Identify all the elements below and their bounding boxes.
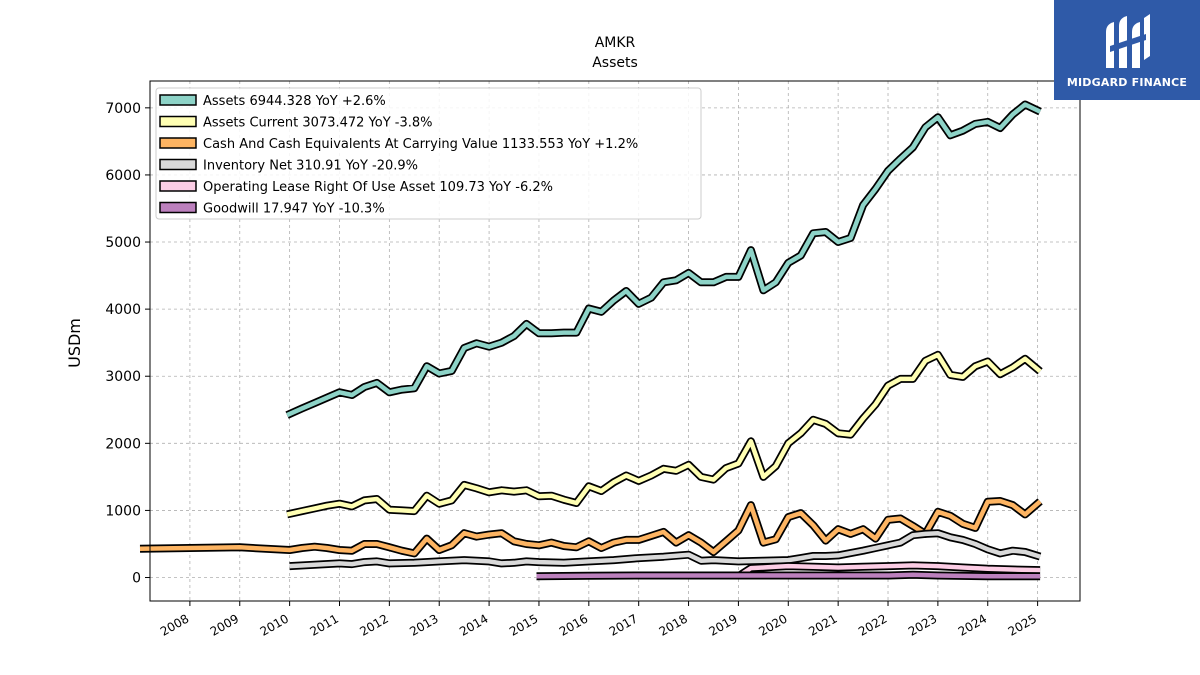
series-line [737, 563, 1041, 579]
legend-box [155, 87, 702, 220]
x-tick-label: 2008 [158, 611, 191, 638]
x-tick-label: 2020 [756, 611, 789, 638]
x-tick-label: 2011 [308, 611, 341, 638]
y-tick-label: 0 [132, 571, 141, 587]
x-tick-label: 2023 [906, 611, 939, 638]
y-tick-label: 1000 [105, 503, 141, 519]
legend: Assets 6944.328 YoY +2.6% Assets Current … [155, 87, 702, 220]
x-tick-label: 2012 [357, 611, 390, 638]
x-tick-label: 2025 [1006, 611, 1039, 638]
legend-swatch [159, 94, 197, 106]
y-tick-label: 2000 [105, 436, 141, 452]
x-tick-label: 2016 [557, 611, 590, 638]
legend-swatch [159, 158, 197, 171]
y-tick-label: 7000 [105, 101, 141, 117]
legend-entry: Assets Current 3073.472 YoY -3.8% [203, 116, 433, 131]
legend-entry: Inventory Net 310.91 YoY -20.9% [203, 159, 418, 174]
x-tick-label: 2024 [956, 611, 989, 638]
brand-mark-icon [1106, 13, 1150, 68]
x-tick-label: 2009 [208, 611, 241, 638]
brand-logo: MIDGARD FINANCE [1054, 0, 1200, 100]
x-tick-label: 2022 [856, 611, 889, 638]
legend-swatch [159, 115, 197, 128]
series-line [289, 530, 1041, 569]
x-tick-label: 2010 [258, 611, 291, 638]
x-tick-label: 2013 [407, 611, 440, 638]
x-tick-label: 2014 [457, 611, 490, 638]
series-line [286, 102, 1042, 418]
x-tick-label: 2018 [657, 611, 690, 638]
x-tick-label: 2017 [607, 611, 640, 638]
legend-entry: Cash And Cash Equivalents At Carrying Va… [203, 137, 638, 152]
series-line-outline [139, 497, 1043, 558]
series-line [139, 498, 1042, 556]
y-tick-label: 3000 [105, 369, 141, 385]
legend-entry: Assets 6944.328 YoY +2.6% [203, 94, 386, 109]
legend-entry: Goodwill 17.947 YoY -10.3% [203, 202, 385, 217]
y-tick-label: 6000 [105, 168, 141, 184]
legend-entry: Operating Lease Right Of Use Asset 109.7… [203, 180, 553, 195]
y-tick-label: 5000 [105, 235, 141, 251]
plot-frame [149, 80, 1081, 602]
series-line-outline [286, 350, 1043, 519]
legend-swatch [159, 180, 197, 192]
series-layer [139, 100, 1043, 581]
legend-swatch [159, 137, 197, 149]
x-tick-label: 2021 [806, 611, 839, 638]
series-line [536, 572, 1041, 579]
chart-subtitle: Assets [592, 55, 638, 71]
y-tick-label: 4000 [105, 302, 141, 318]
x-tick-label: 2019 [706, 611, 739, 638]
x-tick-label: 2015 [507, 611, 540, 638]
legend-swatch [159, 201, 197, 214]
chart-title: AMKR [595, 35, 636, 51]
series-line [286, 352, 1042, 517]
brand-name: MIDGARD FINANCE [1066, 75, 1188, 89]
y-axis-label: USDm [65, 318, 84, 368]
